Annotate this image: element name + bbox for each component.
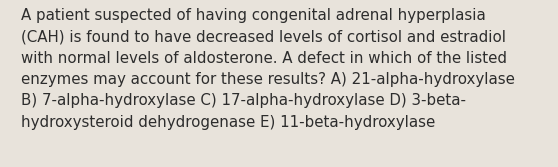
Text: A patient suspected of having congenital adrenal hyperplasia
(CAH) is found to h: A patient suspected of having congenital… [21, 8, 515, 130]
